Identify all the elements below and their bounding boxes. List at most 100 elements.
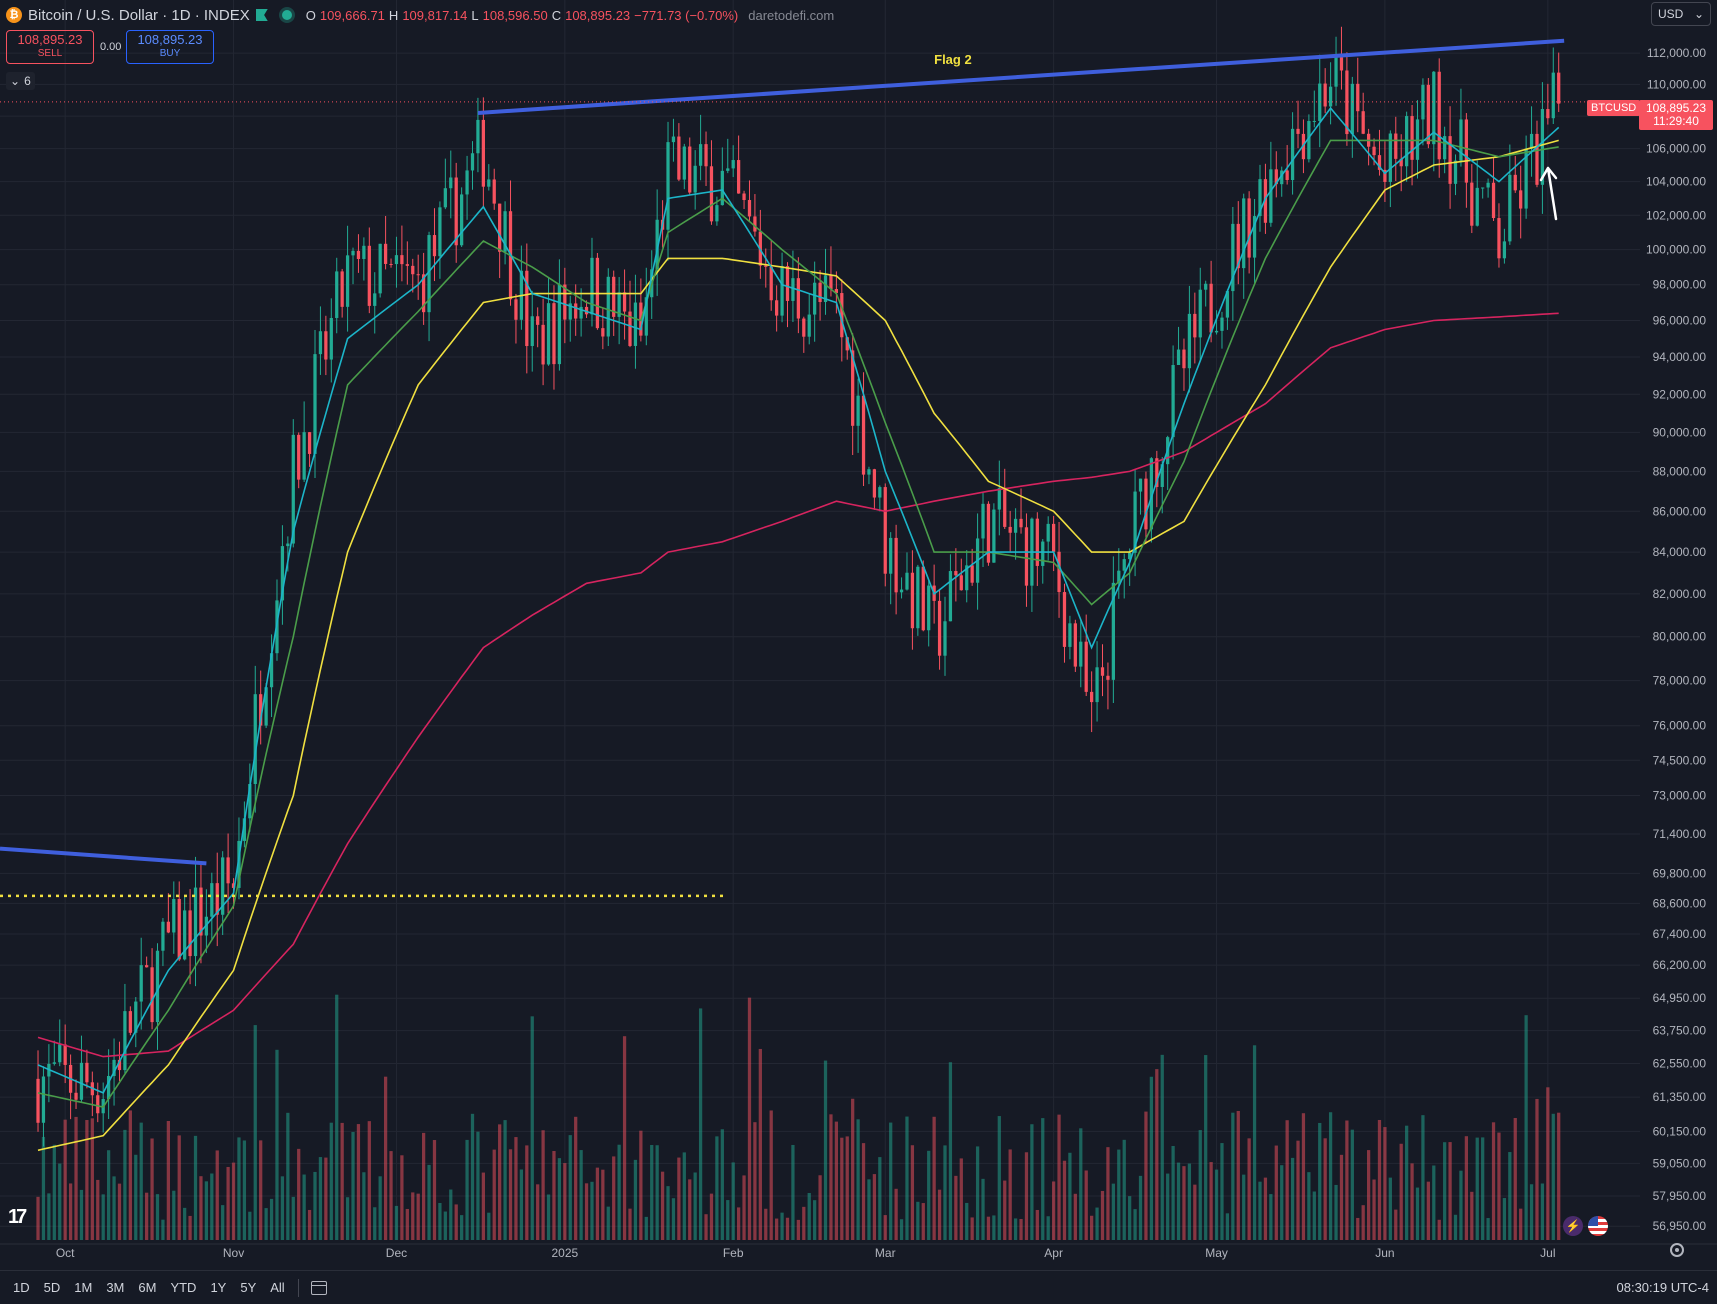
indicators-toggle[interactable]: ⌄ 6 [6,72,35,90]
candle-body [807,314,811,337]
candle-body [764,265,768,267]
candle-body [785,266,790,301]
candle-body [1377,155,1382,170]
candle-body [796,278,800,319]
bolt-icon[interactable]: ⚡ [1563,1216,1583,1236]
candle-body [818,282,822,303]
candle-body [780,266,784,316]
candle-body [894,537,898,593]
currency-select[interactable]: USD ⌄ [1651,2,1711,26]
candle-body [1269,169,1273,223]
price-tick-label: 98,000.00 [1653,278,1707,292]
buy-price: 108,895.23 [137,32,203,47]
range-button-1d[interactable]: 1D [13,1280,30,1295]
candle-body [1432,71,1436,145]
candle-body [318,331,323,355]
time-axis[interactable]: Oct Nov Dec 2025 Feb Mar Apr May Jun Jul [0,1243,1717,1260]
candle-body [1231,223,1235,292]
range-button-1m[interactable]: 1M [74,1280,93,1295]
candle-body [134,1001,138,1033]
price-tick-label: 82,000.00 [1653,587,1707,601]
candle-body [1502,241,1507,259]
candle-body [829,275,833,290]
volume-bar [514,1137,518,1240]
volume-bar [655,1145,659,1240]
price-axis[interactable]: 112,000.00110,000.00108,000.00106,000.00… [1640,0,1717,1270]
candle-body [85,1062,89,1083]
moving-average-lines [37,106,1560,1152]
candle-body [1453,160,1458,184]
ohlc-values: O 109,666.71 H 109,817.14 L 108,596.50 C 108… [306,8,835,23]
volume-bar [112,1176,116,1240]
volume-bar [1068,1152,1072,1240]
volume-bar [1388,1177,1392,1240]
market-status-icon[interactable] [281,10,292,20]
volume-bar [1274,1145,1278,1240]
sell-price: 108,895.23 [17,32,83,47]
range-button-6m[interactable]: 6M [138,1280,157,1295]
candle-body [872,469,877,498]
candle-body [1388,133,1392,182]
candle-body [753,216,757,232]
us-flag-icon[interactable] [1588,1216,1608,1236]
candle-body [698,144,703,166]
volume-bar [1013,1218,1018,1240]
volume-bar [997,1116,1001,1240]
volume-bar [1356,1217,1360,1240]
candle-body [221,857,225,915]
candle-body [1437,71,1441,160]
range-button-5y[interactable]: 5Y [240,1280,257,1295]
last-price: 108,895.23 [1645,101,1707,115]
symbol-title[interactable]: Bitcoin / U.S. Dollar · 1D · INDEX [28,6,250,24]
flag-icon[interactable] [256,9,268,21]
candle-body [1394,133,1398,159]
candle-body [557,284,562,365]
candle-body [41,1076,46,1123]
range-button-all[interactable]: All [270,1280,285,1295]
close-label: C [551,7,562,23]
range-button-ytd[interactable]: YTD [170,1280,197,1295]
volume-bar [769,1110,773,1240]
clock-display[interactable]: 08:30:19 UTC-4 [1616,1280,1710,1295]
price-tick-label: 96,000.00 [1653,313,1707,327]
candle-body [286,543,290,547]
candle-body [834,289,839,294]
time-tick-label: May [1205,1246,1228,1260]
volume-bar [1491,1122,1496,1240]
volume-bar [58,1163,62,1240]
time-tick-label: Apr [1044,1246,1063,1260]
candle-body [514,299,518,320]
candle-body [1171,365,1175,438]
range-button-5d[interactable]: 5D [43,1280,61,1295]
calendar-icon[interactable] [310,1280,327,1295]
buy-button[interactable]: 108,895.23 BUY [126,30,214,64]
price-tick-label: 76,000.00 [1653,719,1707,733]
price-tick-label: 92,000.00 [1653,387,1707,401]
volume-bar [1231,1112,1235,1240]
volume-bar [622,1036,627,1240]
volume-bar [796,1219,800,1240]
candle-body [693,165,697,193]
volume-bar [693,1172,697,1240]
candle-body [726,168,730,171]
gear-icon[interactable] [1670,1243,1684,1257]
watermark-site: daretodefi.com [748,7,835,23]
candle-body [188,910,192,957]
volume-bar [1377,1119,1382,1240]
volume-bar [378,1176,382,1240]
candle-body [1443,136,1447,160]
candle-body [297,434,301,480]
volume-bar [193,1135,198,1240]
sell-button[interactable]: 108,895.23 SELL [6,30,94,64]
price-tick-label: 78,000.00 [1653,674,1707,688]
tradingview-logo-icon[interactable]: 17 [8,1206,27,1228]
volume-bar [188,1215,192,1240]
chevron-down-icon: ⌄ [1693,7,1704,21]
price-tick-label: 56,950.00 [1653,1219,1707,1233]
range-button-3m[interactable]: 3M [106,1280,125,1295]
volume-bar [764,1208,768,1240]
volume-bar [606,1206,610,1240]
range-button-1y[interactable]: 1Y [210,1280,227,1295]
candle-body [1296,128,1300,134]
